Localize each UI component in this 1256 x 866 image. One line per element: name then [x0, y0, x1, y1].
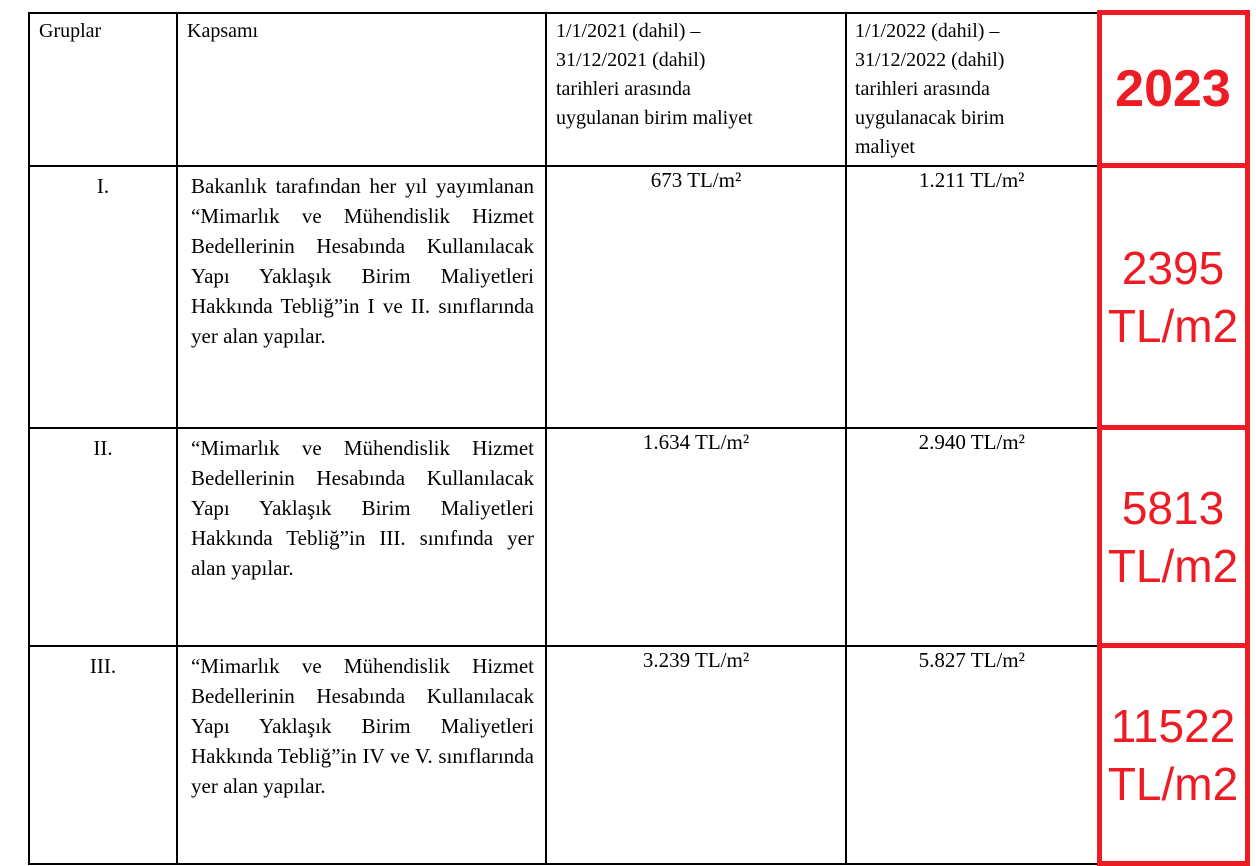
- unit-cost-table: Gruplar Kapsamı 1/1/2021 (dahil) – 31/12…: [28, 10, 1250, 866]
- table-row-group-2: II. “Mimarlık ve Mühendislik Hizmet Bede…: [28, 425, 1250, 648]
- cost-2021-cell: 1.634 TL/m²: [545, 426, 847, 647]
- group-number-cell: I.: [28, 164, 178, 429]
- header-row: Gruplar Kapsamı 1/1/2021 (dahil) – 31/12…: [28, 10, 1250, 168]
- cost-2021-cell: 673 TL/m²: [545, 164, 847, 429]
- table-row-group-3: III. “Mimarlık ve Mühendislik Hizmet Bed…: [28, 643, 1250, 866]
- header-cell-gruplar: Gruplar: [28, 11, 178, 167]
- kapsam-description-cell: Bakanlık tarafından her yıl yayımlanan “…: [176, 164, 547, 429]
- kapsam-description-cell: “Mimarlık ve Mühendislik Hizmet Bedeller…: [176, 426, 547, 647]
- header-cell-2022-period: 1/1/2022 (dahil) – 31/12/2022 (dahil) ta…: [845, 11, 1100, 167]
- cost-2022-cell: 2.940 TL/m²: [845, 426, 1100, 647]
- annotation-2023-cost-cell: 5813 TL/m2: [1096, 425, 1250, 648]
- document-page: Gruplar Kapsamı 1/1/2021 (dahil) – 31/12…: [28, 10, 1250, 866]
- cost-2022-cell: 1.211 TL/m²: [845, 164, 1100, 429]
- annotation-cell-2023-year: 2023: [1096, 10, 1250, 168]
- group-number-cell: II.: [28, 426, 178, 647]
- cost-2021-cell: 3.239 TL/m²: [545, 644, 847, 865]
- annotation-2023-cost-cell: 2395 TL/m2: [1096, 163, 1250, 430]
- header-cell-2021-period: 1/1/2021 (dahil) – 31/12/2021 (dahil) ta…: [545, 11, 847, 167]
- annotation-2023-cost-cell: 11522 TL/m2: [1096, 643, 1250, 866]
- header-cell-kapsami: Kapsamı: [176, 11, 547, 167]
- kapsam-description-cell: “Mimarlık ve Mühendislik Hizmet Bedeller…: [176, 644, 547, 865]
- group-number-cell: III.: [28, 644, 178, 865]
- table-row-group-1: I. Bakanlık tarafından her yıl yayımlana…: [28, 163, 1250, 430]
- cost-2022-cell: 5.827 TL/m²: [845, 644, 1100, 865]
